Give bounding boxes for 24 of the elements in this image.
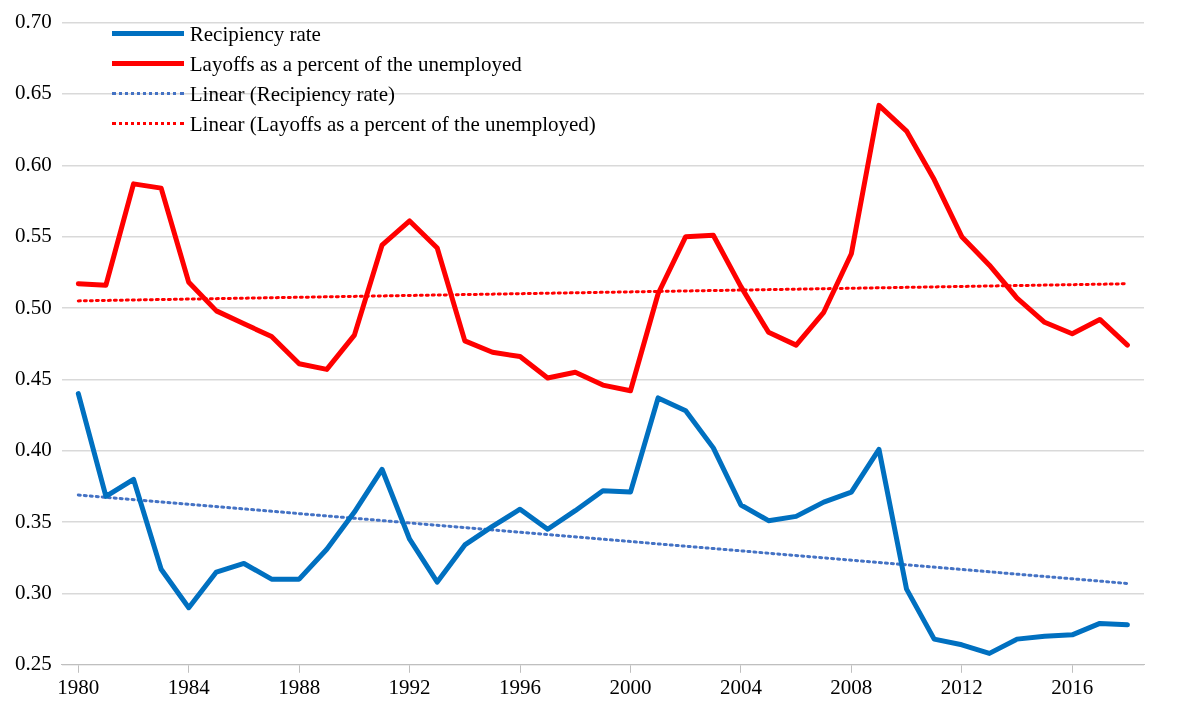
- x-tick-label: 1996: [499, 674, 542, 699]
- y-tick-label: 0.25: [15, 651, 52, 676]
- y-tick-label: 0.35: [15, 508, 52, 533]
- y-tick-label: 0.55: [15, 223, 52, 248]
- x-tick-label: 2000: [609, 674, 652, 699]
- x-tick-label: 2004: [719, 674, 763, 699]
- x-tick-label: 2008: [830, 674, 873, 699]
- x-tick-label: 1992: [388, 674, 431, 699]
- legend-label: Linear (Layoffs as a percent of the unemployed): [189, 110, 596, 138]
- y-tick-label: 0.65: [15, 80, 52, 105]
- x-tick-label: 1980: [57, 674, 100, 699]
- y-tick-label: 0.45: [15, 365, 52, 390]
- y-tick-label: 0.50: [15, 294, 52, 319]
- y-tick-label: 0.60: [15, 151, 52, 176]
- y-tick-label: 0.40: [15, 437, 52, 462]
- legend-label: Recipiency rate: [189, 20, 321, 48]
- legend-label: Linear (Recipiency rate): [189, 80, 395, 108]
- x-tick-label: 1988: [278, 674, 321, 699]
- legend-label: Layoffs as a percent of the unemployed: [189, 50, 522, 78]
- x-tick-label: 1984: [167, 674, 211, 699]
- x-tick-label: 2016: [1051, 674, 1094, 699]
- y-tick-label: 0.70: [15, 9, 52, 34]
- x-tick-label: 2012: [940, 674, 983, 699]
- y-tick-label: 0.30: [15, 579, 52, 604]
